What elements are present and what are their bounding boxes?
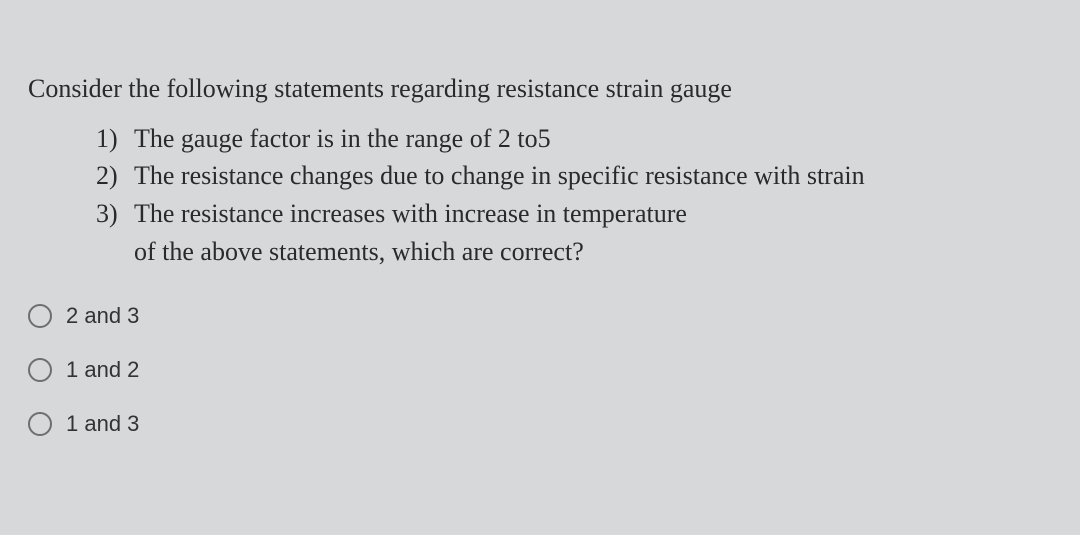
radio-icon[interactable] [28, 304, 52, 328]
question-container: Consider the following statements regard… [0, 0, 1080, 440]
statement-number: 1) [96, 120, 134, 158]
statement-text: The resistance changes due to change in … [134, 157, 865, 195]
statement-2: 2) The resistance changes due to change … [96, 157, 1052, 195]
radio-icon[interactable] [28, 358, 52, 382]
options-group: 2 and 3 1 and 2 1 and 3 [28, 300, 1052, 440]
statement-3: 3) The resistance increases with increas… [96, 195, 1052, 233]
option-label: 2 and 3 [66, 300, 139, 332]
statement-number: 3) [96, 195, 134, 233]
radio-icon[interactable] [28, 412, 52, 436]
option-label: 1 and 3 [66, 408, 139, 440]
statements-list: 1) The gauge factor is in the range of 2… [96, 120, 1052, 271]
question-stem: Consider the following statements regard… [28, 70, 1052, 108]
statement-text: The resistance increases with increase i… [134, 195, 687, 233]
option-1[interactable]: 2 and 3 [28, 300, 1052, 332]
statement-1: 1) The gauge factor is in the range of 2… [96, 120, 1052, 158]
option-3[interactable]: 1 and 3 [28, 408, 1052, 440]
option-label: 1 and 2 [66, 354, 139, 386]
statement-text: The gauge factor is in the range of 2 to… [134, 120, 551, 158]
option-2[interactable]: 1 and 2 [28, 354, 1052, 386]
statement-number: 2) [96, 157, 134, 195]
question-followup: of the above statements, which are corre… [134, 233, 1052, 271]
